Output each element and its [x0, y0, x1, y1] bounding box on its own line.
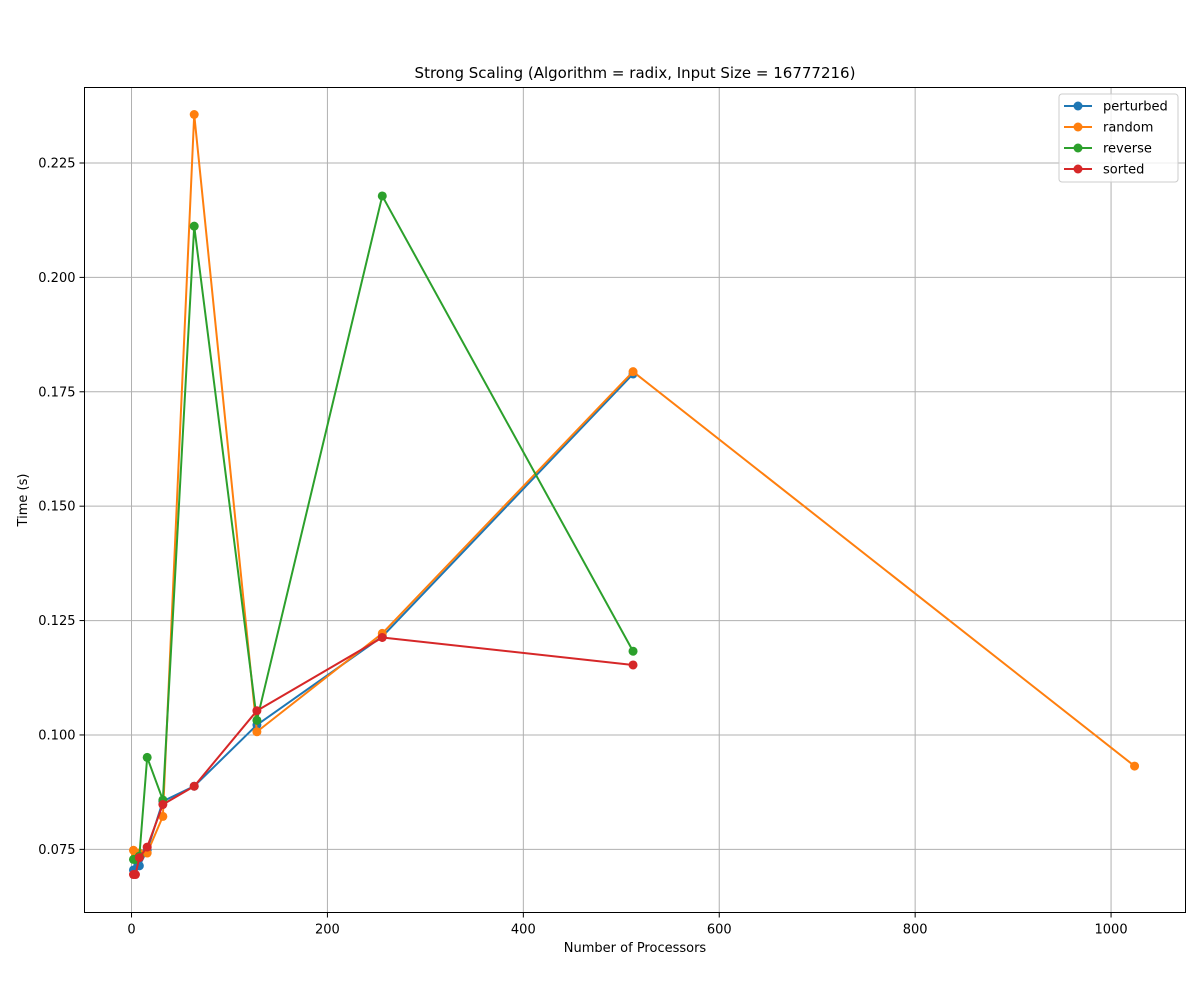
y-axis-ticks: 0.075 0.100 0.125 0.150 0.175 0.200 0.225 [38, 156, 85, 858]
legend-swatch-marker [1073, 143, 1083, 153]
plot-frame [84, 87, 1186, 913]
data-point-reverse [377, 191, 387, 201]
x-tick-label: 0 [127, 923, 135, 938]
legend: perturbed random reverse sorted [1058, 93, 1179, 183]
data-point-random [628, 367, 638, 377]
legend-label: random [1103, 121, 1153, 136]
legend-item-reverse: reverse [1064, 142, 1152, 157]
series-line-perturbed [132, 373, 634, 871]
data-point-sorted [134, 853, 144, 863]
x-tick-label: 200 [315, 923, 340, 938]
series-line-sorted [133, 636, 634, 876]
series-sorted [128, 633, 638, 880]
legend-item-sorted: sorted [1064, 163, 1144, 178]
y-tick-label: 0.150 [38, 500, 75, 515]
x-tick-label: 600 [707, 923, 732, 938]
series-random [128, 109, 1140, 861]
data-point-reverse [189, 221, 199, 231]
data-point-sorted [252, 706, 262, 716]
legend-swatch-marker [1073, 164, 1083, 174]
y-tick-label: 0.200 [38, 271, 75, 286]
legend-frame [1058, 93, 1179, 183]
data-point-random [1130, 761, 1140, 771]
data-point-reverse [628, 646, 638, 656]
legend-label: reverse [1103, 142, 1152, 157]
x-tick-label: 1000 [1095, 923, 1128, 938]
legend-item-perturbed: perturbed [1064, 100, 1168, 115]
legend-label: sorted [1103, 163, 1144, 178]
data-point-sorted [189, 781, 199, 791]
data-point-sorted [377, 633, 387, 642]
legend-swatch-marker [1073, 101, 1083, 111]
data-point-random [189, 109, 199, 119]
data-point-sorted [130, 870, 140, 880]
data-point-random [158, 811, 168, 821]
data-point-reverse [142, 752, 152, 762]
y-tick-label: 0.125 [38, 614, 75, 629]
y-tick-label: 0.175 [38, 385, 75, 400]
legend-swatch-marker [1073, 122, 1083, 132]
y-tick-label: 0.075 [38, 843, 75, 858]
legend-item-random: random [1064, 121, 1153, 136]
grid-layer [84, 87, 1186, 913]
data-point-sorted [142, 842, 152, 852]
y-axis-label: Time (s) [16, 474, 31, 528]
data-point-reverse [252, 715, 262, 725]
series-line-reverse [133, 194, 634, 861]
y-tick-label: 0.100 [38, 728, 75, 743]
series-reverse [128, 191, 638, 864]
x-axis-ticks: 0 200 400 600 800 1000 [127, 912, 1128, 938]
x-tick-label: 400 [511, 923, 536, 938]
data-point-sorted [158, 800, 168, 810]
legend-label: perturbed [1103, 100, 1168, 115]
data-point-sorted [628, 660, 638, 670]
chart-title: Strong Scaling (Algorithm = radix, Input… [415, 64, 856, 82]
x-axis-label: Number of Processors [564, 941, 707, 956]
y-tick-label: 0.225 [38, 156, 75, 171]
series-line-random [132, 113, 1136, 858]
series-layer [128, 109, 1140, 880]
data-point-random [252, 727, 262, 737]
x-tick-label: 800 [903, 923, 928, 938]
